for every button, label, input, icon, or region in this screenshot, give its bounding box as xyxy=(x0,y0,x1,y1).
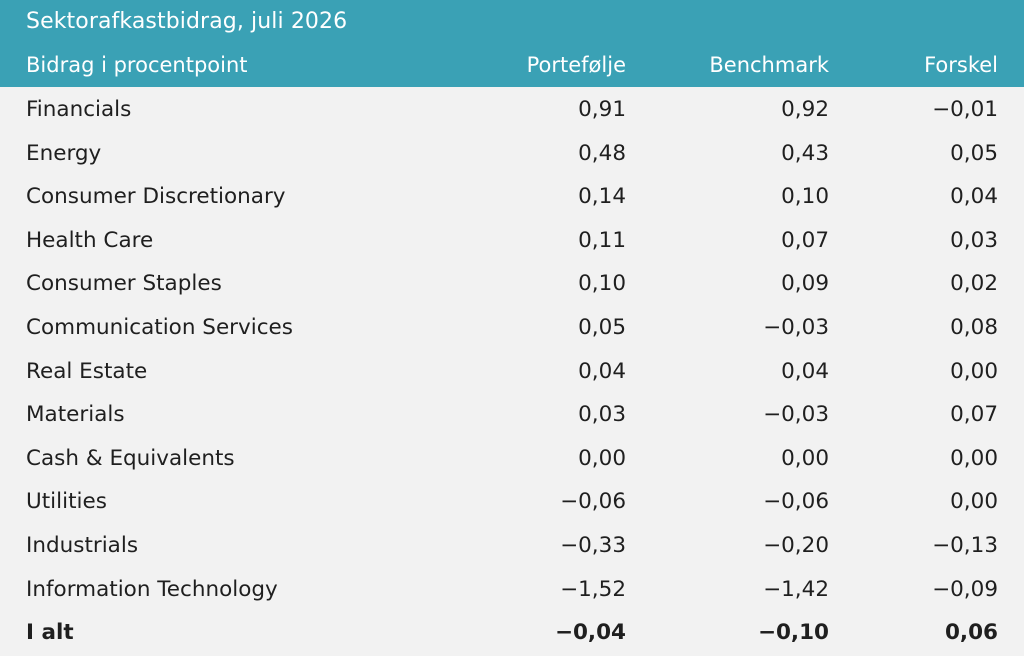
table-row: Materials 0,03 −0,03 0,07 xyxy=(0,394,1024,438)
sector-name: Health Care xyxy=(26,227,154,253)
column-header-portfolio: Portefølje xyxy=(526,53,626,77)
sector-name: Real Estate xyxy=(26,358,148,384)
difference-value: 0,02 xyxy=(950,271,998,297)
difference-value: −0,01 xyxy=(932,97,998,122)
benchmark-value: −0,03 xyxy=(763,314,829,340)
table-row: Utilities −0,06 −0,06 0,00 xyxy=(0,481,1024,525)
total-benchmark-value: −0,10 xyxy=(757,620,829,646)
benchmark-value: −1,42 xyxy=(763,576,829,602)
benchmark-value: 0,00 xyxy=(781,445,829,471)
benchmark-value: −0,20 xyxy=(763,532,829,558)
portfolio-value: 0,03 xyxy=(578,402,626,428)
benchmark-value: 0,09 xyxy=(781,271,829,297)
benchmark-value: 0,43 xyxy=(781,140,829,166)
portfolio-value: 0,11 xyxy=(578,227,626,253)
difference-value: 0,05 xyxy=(950,140,998,166)
sector-name: Utilities xyxy=(26,489,107,515)
table-row: Energy 0,48 0,43 0,05 xyxy=(0,133,1024,177)
table-row: Communication Services 0,05 −0,03 0,08 xyxy=(0,307,1024,351)
portfolio-value: 0,04 xyxy=(578,358,626,384)
table-row: Financials 0,91 0,92 −0,01 xyxy=(0,89,1024,133)
difference-value: −0,13 xyxy=(932,532,998,558)
table-title: Sektorafkastbidrag, juli 2026 xyxy=(26,9,348,34)
table-row: Consumer Discretionary 0,14 0,10 0,04 xyxy=(0,176,1024,220)
benchmark-value: 0,10 xyxy=(781,184,829,210)
column-header-difference: Forskel xyxy=(924,53,998,77)
table-row: Health Care 0,11 0,07 0,03 xyxy=(0,220,1024,264)
table-row: Real Estate 0,04 0,04 0,00 xyxy=(0,351,1024,395)
sector-name: Cash & Equivalents xyxy=(26,445,235,471)
portfolio-value: 0,91 xyxy=(578,97,626,122)
difference-value: 0,04 xyxy=(950,184,998,210)
table-row: Consumer Staples 0,10 0,09 0,02 xyxy=(0,263,1024,307)
difference-value: 0,00 xyxy=(950,358,998,384)
portfolio-value: −0,33 xyxy=(560,532,626,558)
sector-name: Consumer Staples xyxy=(26,271,222,297)
difference-value: 0,08 xyxy=(950,314,998,340)
table-header: Sektorafkastbidrag, juli 2026 Bidrag i p… xyxy=(0,0,1024,87)
difference-value: 0,07 xyxy=(950,402,998,428)
total-row: I alt −0,04 −0,10 0,06 xyxy=(0,612,1024,656)
table-row: Information Technology −1,52 −1,42 −0,09 xyxy=(0,569,1024,613)
table-row: Industrials −0,33 −0,20 −0,13 xyxy=(0,525,1024,569)
benchmark-value: −0,06 xyxy=(763,489,829,515)
sector-name: Materials xyxy=(26,402,125,428)
benchmark-value: −0,03 xyxy=(763,402,829,428)
portfolio-value: 0,10 xyxy=(578,271,626,297)
benchmark-value: 0,07 xyxy=(781,227,829,253)
benchmark-value: 0,92 xyxy=(781,97,829,122)
portfolio-value: 0,48 xyxy=(578,140,626,166)
benchmark-value: 0,04 xyxy=(781,358,829,384)
sector-name: Consumer Discretionary xyxy=(26,184,286,210)
total-difference-value: 0,06 xyxy=(944,620,998,646)
portfolio-value: 0,00 xyxy=(578,445,626,471)
portfolio-value: −0,06 xyxy=(560,489,626,515)
portfolio-value: 0,14 xyxy=(578,184,626,210)
column-header-row: Bidrag i procentpoint Portefølje Benchma… xyxy=(0,53,1024,83)
difference-value: 0,00 xyxy=(950,489,998,515)
column-header-benchmark: Benchmark xyxy=(709,53,829,77)
difference-value: 0,00 xyxy=(950,445,998,471)
sector-name: Industrials xyxy=(26,532,139,558)
total-portfolio-value: −0,04 xyxy=(554,620,626,646)
table-row: Cash & Equivalents 0,00 0,00 0,00 xyxy=(0,438,1024,482)
column-header-label: Bidrag i procentpoint xyxy=(26,53,248,77)
total-label: I alt xyxy=(26,620,74,646)
sector-name: Financials xyxy=(26,97,132,122)
sector-name: Communication Services xyxy=(26,314,293,340)
table-body: Financials 0,91 0,92 −0,01 Energy 0,48 0… xyxy=(0,89,1024,656)
portfolio-value: 0,05 xyxy=(578,314,626,340)
sector-name: Energy xyxy=(26,140,102,166)
portfolio-value: −1,52 xyxy=(560,576,626,602)
difference-value: 0,03 xyxy=(950,227,998,253)
difference-value: −0,09 xyxy=(932,576,998,602)
sector-name: Information Technology xyxy=(26,576,278,602)
